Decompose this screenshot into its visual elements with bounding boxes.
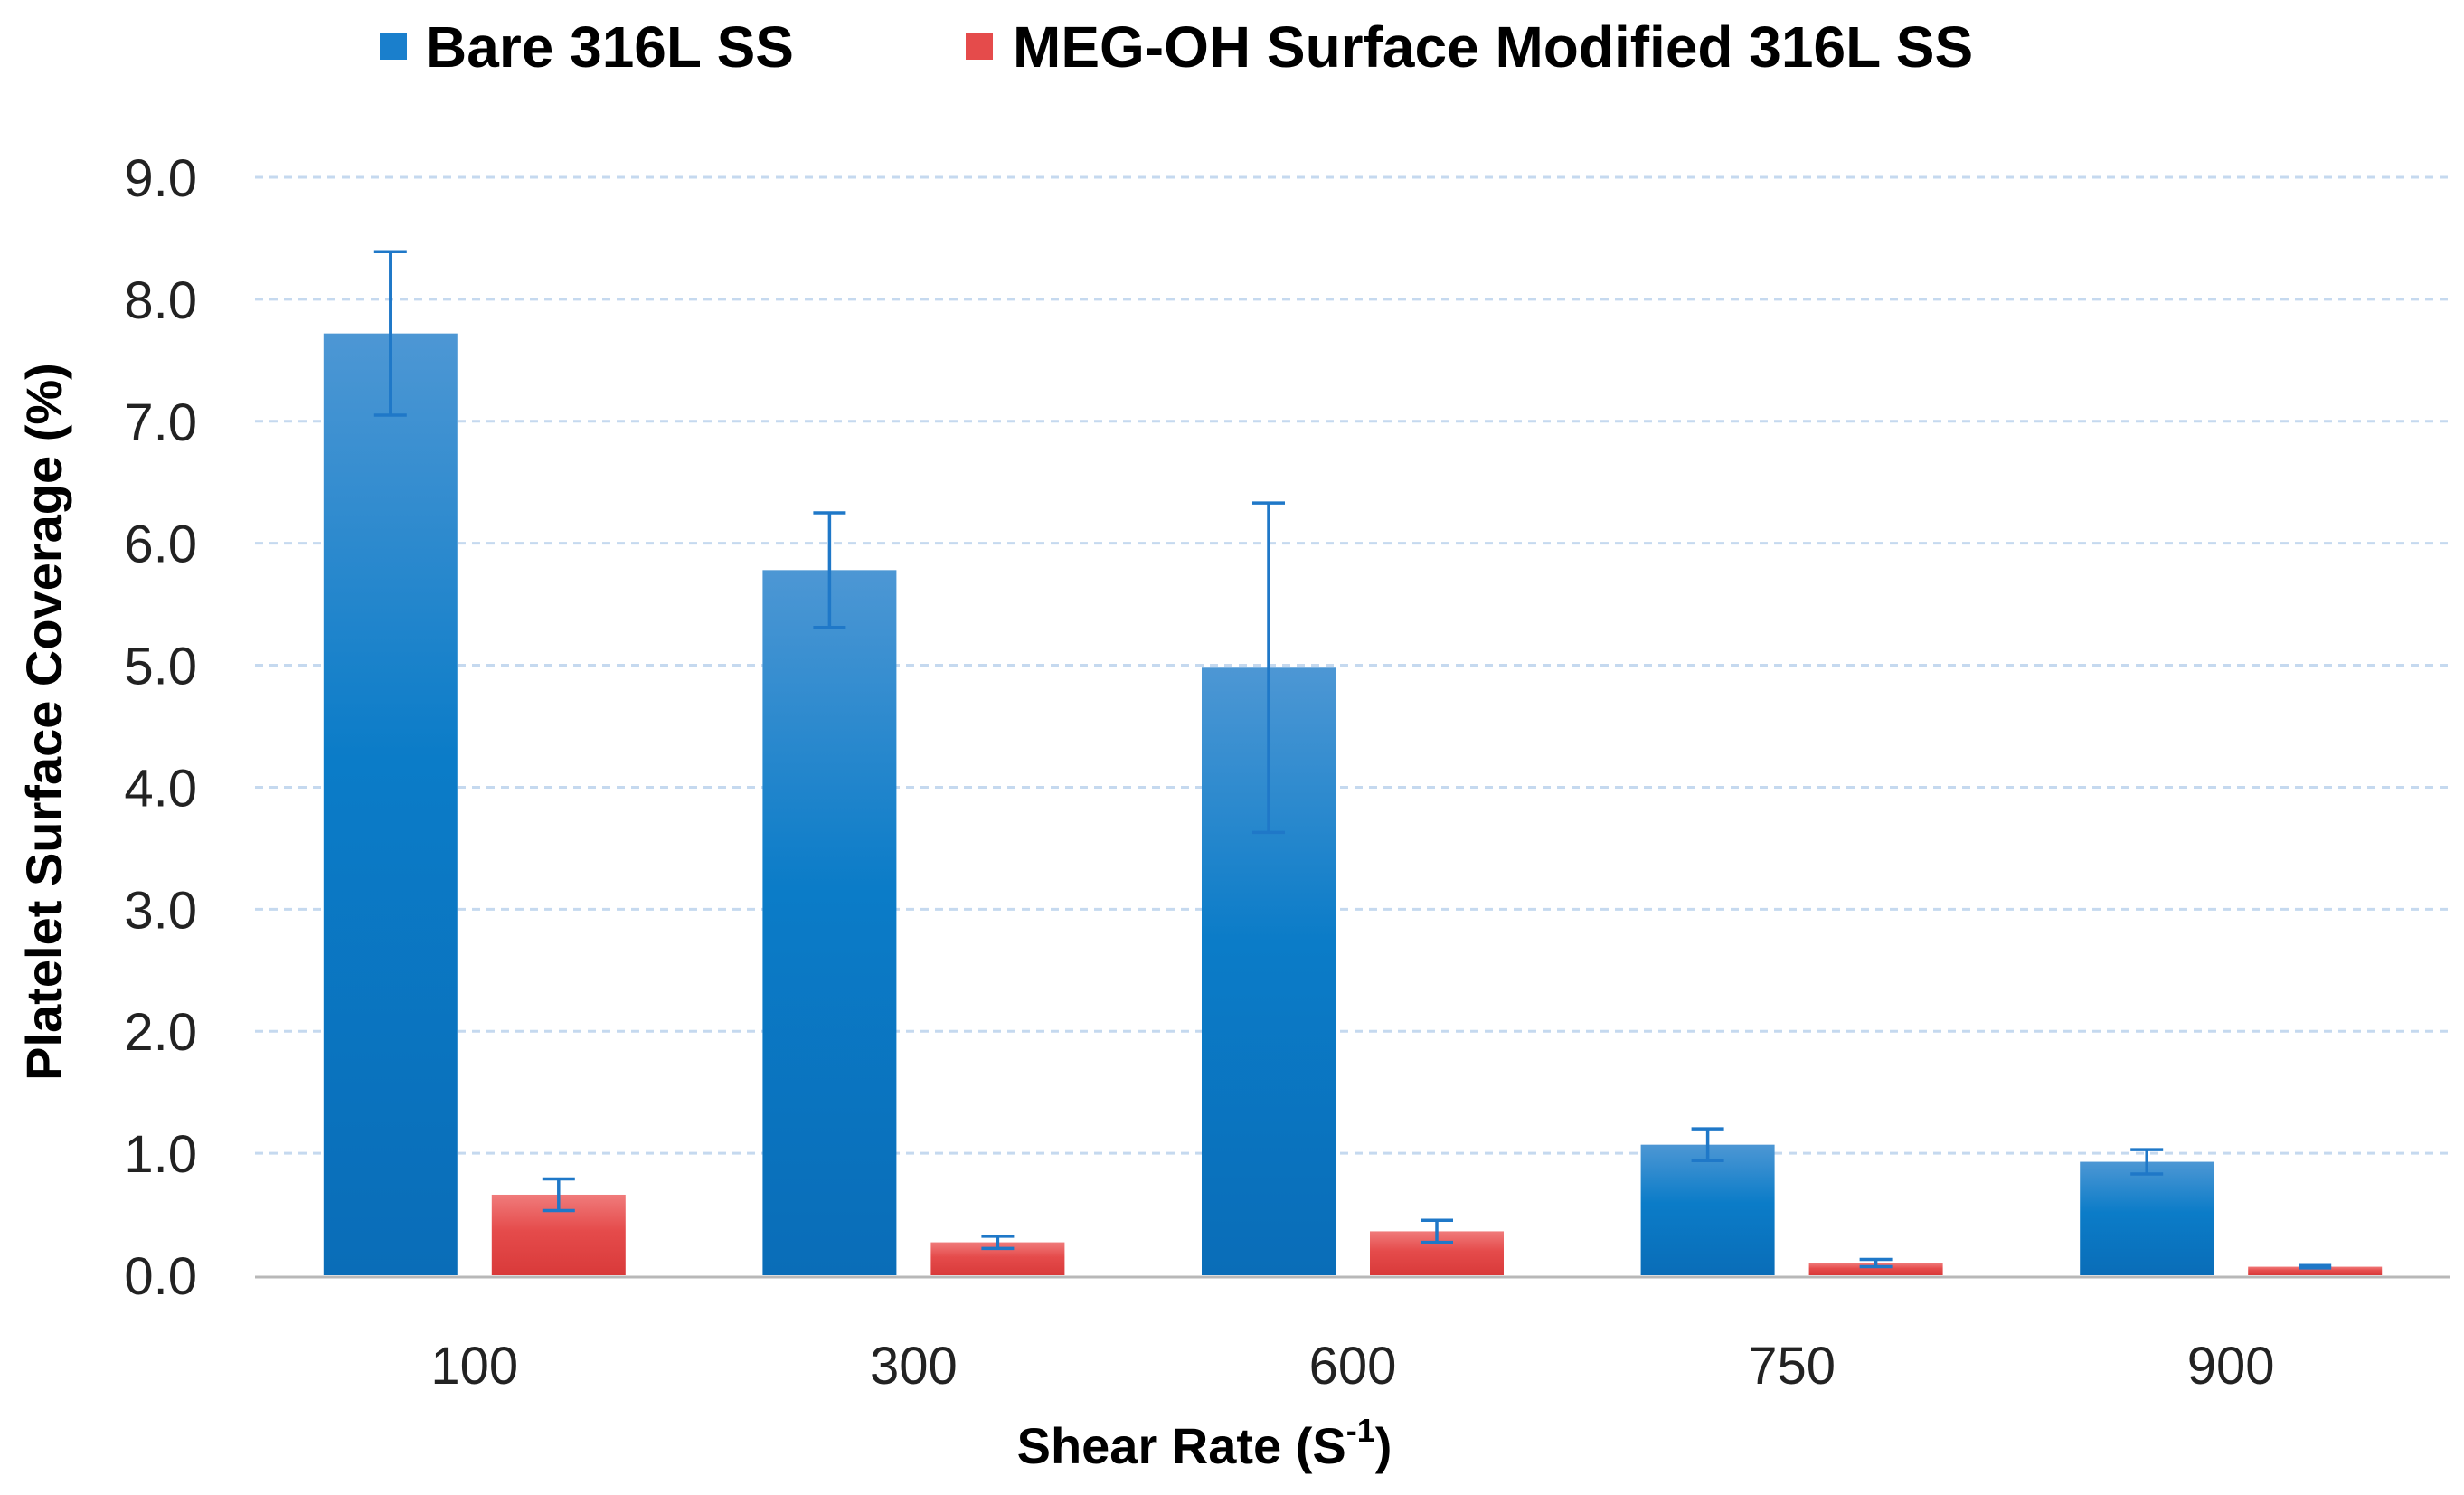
x-tick-label: 750 xyxy=(1748,1337,1836,1396)
legend-swatch-meg-oh-316l xyxy=(966,33,993,60)
x-tick-label: 600 xyxy=(1309,1337,1397,1396)
x-tick-label: 300 xyxy=(870,1337,958,1396)
error-bar-meg-oh-750 xyxy=(1859,1257,1893,1269)
bar-meg-oh-750 xyxy=(1808,1263,1943,1275)
x-axis-ticks: 100 300 600 750 900 xyxy=(430,1337,2274,1396)
y-axis-title: Platelet Surface Coverage (%) xyxy=(15,363,72,1081)
error-bar-bare-750 xyxy=(1691,1127,1724,1162)
x-axis-title-superscript: -1 xyxy=(1346,1412,1375,1449)
y-tick-label: 5.0 xyxy=(124,638,197,696)
gridlines xyxy=(255,175,2450,1155)
error-bar-bare-600 xyxy=(1252,501,1285,835)
bar-bare-900 xyxy=(2080,1161,2214,1275)
legend-label-bare-316l: Bare 316L SS xyxy=(425,14,794,80)
error-bar-meg-oh-100 xyxy=(542,1177,575,1213)
y-tick-label: 2.0 xyxy=(124,1003,197,1062)
y-axis-ticks: 0.0 1.0 2.0 3.0 4.0 5.0 6.0 7.0 8.0 9.0 xyxy=(124,149,197,1306)
error-bar-meg-oh-300 xyxy=(981,1235,1015,1251)
y-tick-label: 6.0 xyxy=(124,516,197,574)
error-bar-bare-100 xyxy=(373,250,407,417)
legend-item-meg-oh-316l: MEG-OH Surface Modified 316L SS xyxy=(966,14,1973,80)
error-bar-meg-oh-600 xyxy=(1421,1218,1453,1244)
y-tick-label: 4.0 xyxy=(124,759,197,818)
legend: Bare 316L SS MEG-OH Surface Modified 316… xyxy=(380,14,1973,80)
bar-bare-100 xyxy=(323,333,458,1276)
legend-label-meg-oh-316l: MEG-OH Surface Modified 316L SS xyxy=(1013,14,1973,80)
legend-item-bare-316l: Bare 316L SS xyxy=(380,14,794,80)
legend-swatch-bare-316l xyxy=(380,33,407,60)
bars xyxy=(323,333,2383,1276)
x-tick-label: 900 xyxy=(2187,1337,2275,1396)
error-bar-bare-900 xyxy=(2130,1148,2164,1176)
x-tick-label: 100 xyxy=(430,1337,518,1396)
bar-meg-oh-900 xyxy=(2248,1266,2383,1275)
x-axis-title-main: Shear Rate (S xyxy=(1017,1417,1346,1474)
y-tick-label: 0.0 xyxy=(124,1247,197,1306)
y-tick-label: 1.0 xyxy=(124,1125,197,1184)
error-bar-meg-oh-900 xyxy=(2299,1263,2332,1270)
x-axis-title-suffix: ) xyxy=(1375,1417,1392,1474)
y-tick-label: 8.0 xyxy=(124,271,197,330)
x-axis-title: Shear Rate (S-1) xyxy=(1017,1412,1392,1474)
bar-bare-300 xyxy=(762,570,897,1275)
error-bars xyxy=(373,250,2332,1270)
error-bar-bare-300 xyxy=(813,511,846,629)
bar-bare-750 xyxy=(1640,1144,1775,1275)
y-tick-label: 3.0 xyxy=(124,881,197,940)
y-tick-label: 7.0 xyxy=(124,393,197,452)
y-tick-label: 9.0 xyxy=(124,149,197,208)
